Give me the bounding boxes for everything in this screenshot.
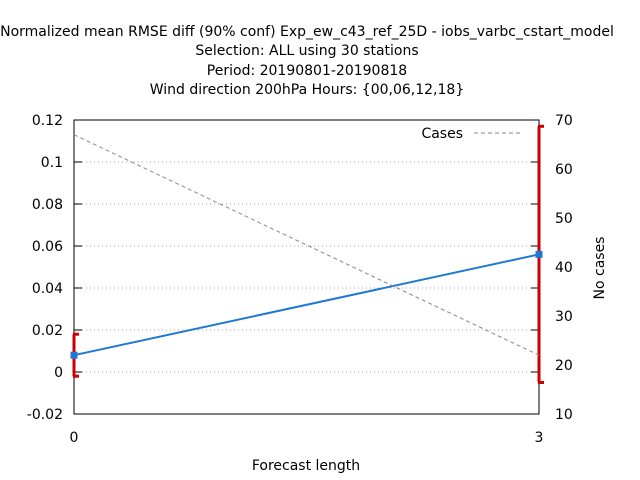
y2-tick-label: 30 xyxy=(555,309,573,325)
legend-label-cases: Cases xyxy=(421,126,463,142)
y-tick-label: 0.12 xyxy=(32,113,63,129)
y-tick-label: 0 xyxy=(54,365,63,381)
y2-tick-label: 10 xyxy=(555,407,573,423)
y-tick-label: 0.04 xyxy=(32,281,63,297)
series-layer xyxy=(70,124,544,384)
x-axis-label: Forecast length xyxy=(252,458,360,474)
y2-tick-label: 60 xyxy=(555,162,573,178)
data-point xyxy=(70,351,78,359)
x-tick-label: 3 xyxy=(535,430,544,446)
chart-title-line-3: Period: 20190801-20190818 xyxy=(207,63,407,79)
y2-tick-label: 40 xyxy=(555,260,573,276)
secondary-y-axis-label: No cases xyxy=(592,237,608,300)
secondary-y-axis: 10 20 30 40 50 60 70 xyxy=(555,113,573,423)
legend: Cases xyxy=(421,126,522,142)
chart-title: Normalized mean RMSE diff (90% conf) Exp… xyxy=(0,24,614,98)
y-tick-label: 0.02 xyxy=(32,323,63,339)
y2-tick-label: 20 xyxy=(555,358,573,374)
y2-tick-label: 70 xyxy=(555,113,573,129)
y-tick-label: 0.1 xyxy=(41,155,63,171)
cases-line xyxy=(73,134,540,356)
y-tick-label: 0.06 xyxy=(32,239,63,255)
plot-area-frame xyxy=(73,119,540,415)
y-axis: -0.02 0 0.02 0.04 0.06 0.08 0.1 0.12 xyxy=(27,113,539,423)
rmse-diff-line xyxy=(73,253,540,357)
x-tick-label: 0 xyxy=(70,430,79,446)
chart-title-line-4: Wind direction 200hPa Hours: {00,06,12,1… xyxy=(150,82,464,98)
data-point xyxy=(535,250,543,258)
y-tick-label: 0.08 xyxy=(32,197,63,213)
y2-tick-label: 50 xyxy=(555,211,573,227)
grid-lines xyxy=(74,161,539,373)
chart-title-line-2: Selection: ALL using 30 stations xyxy=(195,43,418,59)
chart-title-line-1: Normalized mean RMSE diff (90% conf) Exp… xyxy=(0,24,614,40)
y-tick-label: -0.02 xyxy=(27,407,63,423)
